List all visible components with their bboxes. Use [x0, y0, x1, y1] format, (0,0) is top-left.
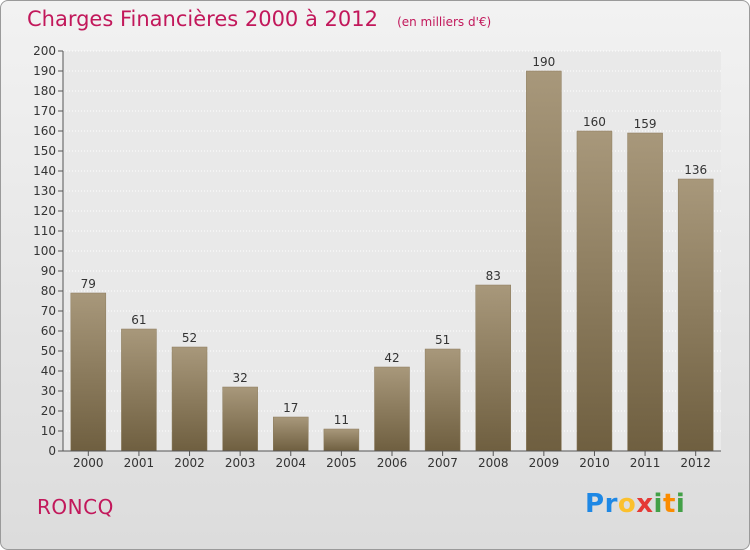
y-tick-label: 100: [33, 244, 56, 258]
x-tick-label: 2008: [478, 456, 509, 470]
x-tick-label: 2001: [124, 456, 155, 470]
y-tick-label: 130: [33, 184, 56, 198]
axes: [58, 50, 721, 456]
bar: [475, 284, 511, 452]
y-tick-label: 170: [33, 104, 56, 118]
y-tick-label: 110: [33, 224, 56, 238]
y-tick-label: 200: [33, 44, 56, 58]
bar: [677, 178, 714, 452]
y-tick-label: 90: [41, 264, 56, 278]
chart-title: Charges Financières 2000 à 2012: [27, 7, 378, 31]
y-tick-label: 160: [33, 124, 56, 138]
proxiti-logo[interactable]: Proxiti: [585, 489, 685, 519]
bar: [374, 366, 410, 452]
bar: [576, 130, 613, 452]
data-label: 190: [532, 55, 555, 69]
bar: [70, 292, 107, 452]
data-label: 136: [684, 163, 707, 177]
logo-letter: P: [585, 489, 605, 519]
data-label: 52: [182, 331, 197, 345]
y-tick-label: 180: [33, 84, 56, 98]
place-name: RONCQ: [37, 495, 114, 519]
data-label: 159: [634, 117, 657, 131]
bar: [121, 328, 157, 452]
x-tick-label: 2010: [579, 456, 610, 470]
logo-letter: t: [662, 489, 676, 519]
logo-letter: o: [617, 489, 637, 519]
bar: [323, 428, 360, 452]
data-label: 83: [486, 269, 501, 283]
y-tick-label: 30: [41, 384, 56, 398]
y-tick-label: 10: [41, 424, 56, 438]
y-tick-label: 80: [41, 284, 56, 298]
y-tick-label: 140: [33, 164, 56, 178]
bar: [222, 386, 258, 452]
bar: [424, 348, 461, 452]
data-labels: 79 61 52 32 17 11 42 51 83 190 160 159 136: [81, 55, 707, 427]
logo-letter: x: [636, 489, 654, 519]
title-row: Charges Financières 2000 à 2012 (en mill…: [27, 7, 491, 31]
x-tick-label: 2009: [529, 456, 560, 470]
bar: [273, 416, 309, 452]
logo-letter: i: [653, 489, 663, 519]
data-label: 17: [283, 401, 298, 415]
y-tick-label: 0: [48, 444, 56, 458]
x-tick-label: 2006: [377, 456, 408, 470]
y-tick-label: 50: [41, 344, 56, 358]
x-tick-label: 2004: [275, 456, 306, 470]
x-tick-label: 2002: [174, 456, 205, 470]
data-label: 51: [435, 333, 450, 347]
x-tick-label: 2012: [680, 456, 711, 470]
bar: [526, 70, 562, 452]
y-tick-label: 190: [33, 64, 56, 78]
data-label: 61: [131, 313, 146, 327]
y-tick-label: 70: [41, 304, 56, 318]
data-label: 11: [334, 413, 349, 427]
data-label: 160: [583, 115, 606, 129]
bars: [70, 70, 714, 452]
y-tick-label: 20: [41, 404, 56, 418]
data-label: 32: [233, 371, 248, 385]
y-tick-label: 150: [33, 144, 56, 158]
y-tick-label: 40: [41, 364, 56, 378]
y-tick-label: 60: [41, 324, 56, 338]
chart-subtitle: (en milliers d'€): [397, 15, 492, 29]
x-tick-label: 2007: [427, 456, 458, 470]
x-tick-label: 2000: [73, 456, 104, 470]
y-tick-label: 120: [33, 204, 56, 218]
logo-letter: r: [604, 489, 618, 519]
y-tick-labels: 0 10 20 30 40 50 60 70 80 90 100 110 120 130 140 150 160…: [33, 44, 56, 458]
x-tick-label: 2003: [225, 456, 256, 470]
bar: [171, 346, 208, 452]
data-label: 79: [81, 277, 96, 291]
bar: [627, 132, 663, 452]
data-label: 42: [384, 351, 399, 365]
logo-letter: i: [675, 489, 686, 519]
x-tick-label: 2011: [630, 456, 661, 470]
x-tick-labels: 2000 2001 2002 2003 2004 2005 2006 2007 2008 2009…: [73, 456, 711, 470]
x-tick-label: 2005: [326, 456, 357, 470]
